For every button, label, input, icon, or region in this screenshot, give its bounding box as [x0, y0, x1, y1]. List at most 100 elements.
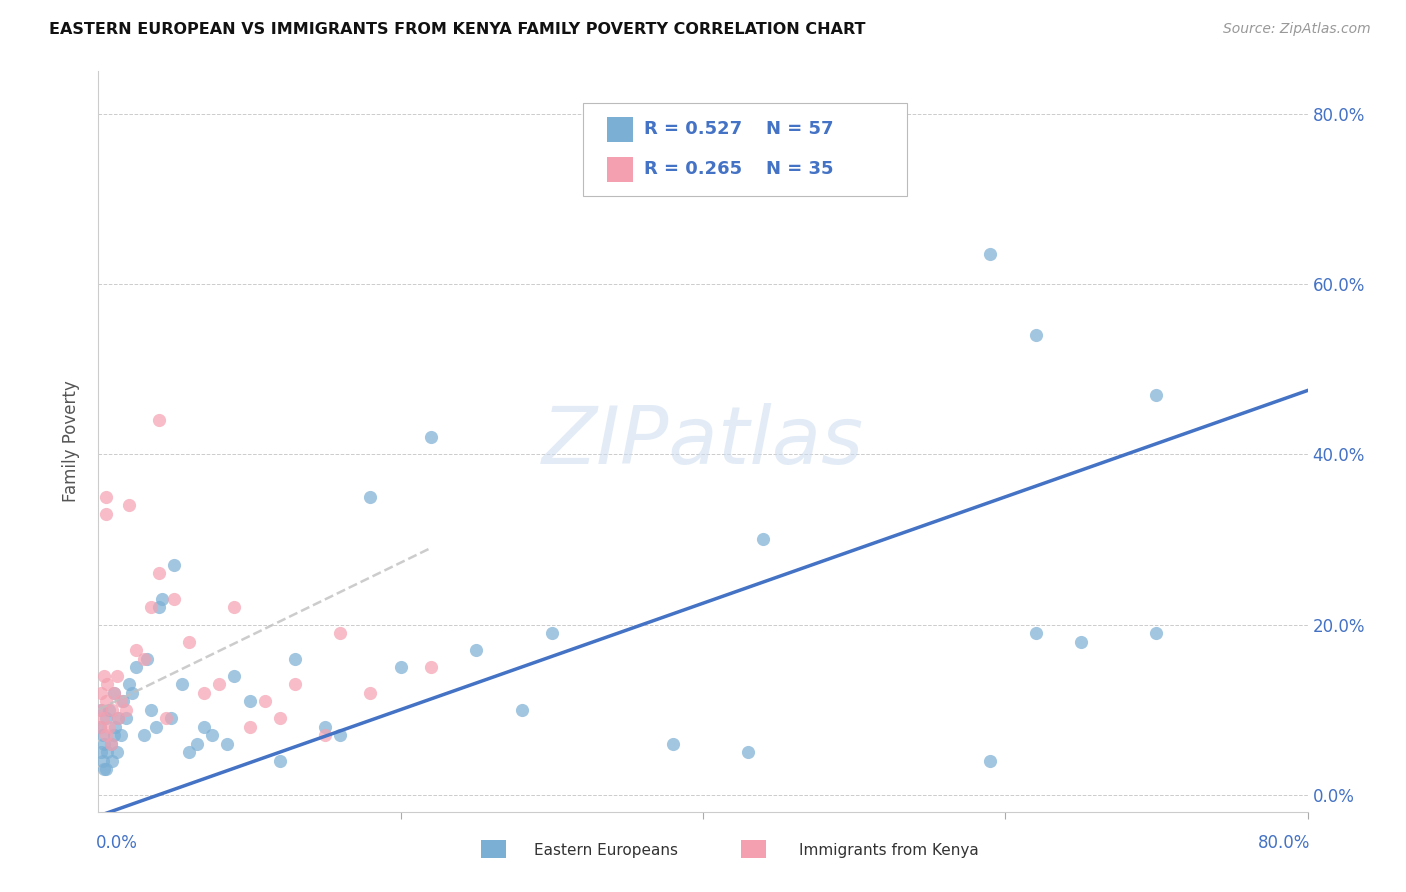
- Text: Source: ZipAtlas.com: Source: ZipAtlas.com: [1223, 22, 1371, 37]
- Point: [96, 745, 118, 759]
- Point: [420, 430, 443, 444]
- Point: [101, 703, 124, 717]
- Text: R = 0.527: R = 0.527: [644, 120, 742, 138]
- Point: [93, 668, 115, 682]
- Point: [155, 711, 177, 725]
- Point: [91, 754, 114, 768]
- Point: [141, 703, 163, 717]
- Point: [93, 762, 115, 776]
- Point: [1024, 626, 1046, 640]
- Point: [224, 600, 246, 615]
- Point: [103, 685, 125, 699]
- Point: [329, 626, 352, 640]
- Point: [215, 737, 238, 751]
- Point: [1070, 634, 1092, 648]
- Text: Immigrants from Kenya: Immigrants from Kenya: [799, 843, 979, 857]
- Text: N = 57: N = 57: [766, 120, 834, 138]
- Point: [148, 600, 170, 615]
- Point: [93, 737, 115, 751]
- Point: [94, 694, 117, 708]
- Point: [94, 762, 117, 776]
- Text: ZIPatlas: ZIPatlas: [541, 402, 865, 481]
- Point: [186, 737, 208, 751]
- Point: [150, 591, 173, 606]
- Point: [360, 490, 382, 504]
- Point: [118, 677, 141, 691]
- Point: [160, 711, 183, 725]
- Point: [107, 711, 129, 725]
- Point: [125, 660, 148, 674]
- Point: [98, 720, 121, 734]
- Point: [979, 754, 1001, 768]
- Point: [314, 728, 336, 742]
- Point: [284, 651, 307, 665]
- Point: [107, 711, 129, 725]
- Point: [90, 703, 112, 717]
- Point: [163, 591, 186, 606]
- Point: [91, 728, 114, 742]
- Point: [105, 745, 128, 759]
- Point: [101, 754, 124, 768]
- Point: [148, 566, 170, 581]
- Point: [104, 720, 127, 734]
- Point: [465, 643, 488, 657]
- Point: [540, 626, 562, 640]
- Point: [89, 720, 111, 734]
- Point: [420, 660, 443, 674]
- Point: [121, 685, 143, 699]
- Text: Eastern Europeans: Eastern Europeans: [534, 843, 678, 857]
- Point: [201, 728, 224, 742]
- Point: [253, 694, 276, 708]
- Point: [89, 720, 111, 734]
- Point: [737, 745, 759, 759]
- Point: [110, 694, 132, 708]
- Point: [103, 685, 125, 699]
- Point: [148, 413, 170, 427]
- Point: [94, 507, 117, 521]
- Point: [94, 490, 117, 504]
- Text: 80.0%: 80.0%: [1258, 834, 1310, 852]
- Text: R = 0.265: R = 0.265: [644, 161, 742, 178]
- Point: [510, 703, 533, 717]
- Point: [269, 754, 291, 768]
- Point: [179, 634, 201, 648]
- Text: N = 35: N = 35: [766, 161, 834, 178]
- Point: [163, 558, 186, 572]
- Point: [239, 694, 262, 708]
- Point: [90, 685, 112, 699]
- Point: [193, 720, 215, 734]
- Point: [284, 677, 307, 691]
- Point: [752, 533, 775, 547]
- Point: [360, 685, 382, 699]
- Text: 0.0%: 0.0%: [96, 834, 138, 852]
- Point: [269, 711, 291, 725]
- Point: [141, 600, 163, 615]
- Point: [132, 728, 155, 742]
- Point: [98, 703, 121, 717]
- Point: [90, 745, 112, 759]
- Point: [94, 728, 117, 742]
- Point: [145, 720, 167, 734]
- Point: [170, 677, 193, 691]
- Point: [208, 677, 231, 691]
- Point: [1024, 328, 1046, 343]
- Point: [125, 643, 148, 657]
- Point: [100, 737, 122, 751]
- Point: [979, 247, 1001, 261]
- Point: [96, 677, 118, 691]
- Point: [661, 737, 683, 751]
- Point: [118, 499, 141, 513]
- Point: [179, 745, 201, 759]
- Point: [114, 711, 136, 725]
- Point: [224, 668, 246, 682]
- Point: [94, 711, 117, 725]
- Point: [132, 651, 155, 665]
- Point: [389, 660, 412, 674]
- Point: [100, 737, 122, 751]
- Point: [239, 720, 262, 734]
- Point: [110, 728, 132, 742]
- Point: [1144, 388, 1167, 402]
- Text: EASTERN EUROPEAN VS IMMIGRANTS FROM KENYA FAMILY POVERTY CORRELATION CHART: EASTERN EUROPEAN VS IMMIGRANTS FROM KENY…: [49, 22, 866, 37]
- Point: [105, 668, 128, 682]
- Point: [314, 720, 336, 734]
